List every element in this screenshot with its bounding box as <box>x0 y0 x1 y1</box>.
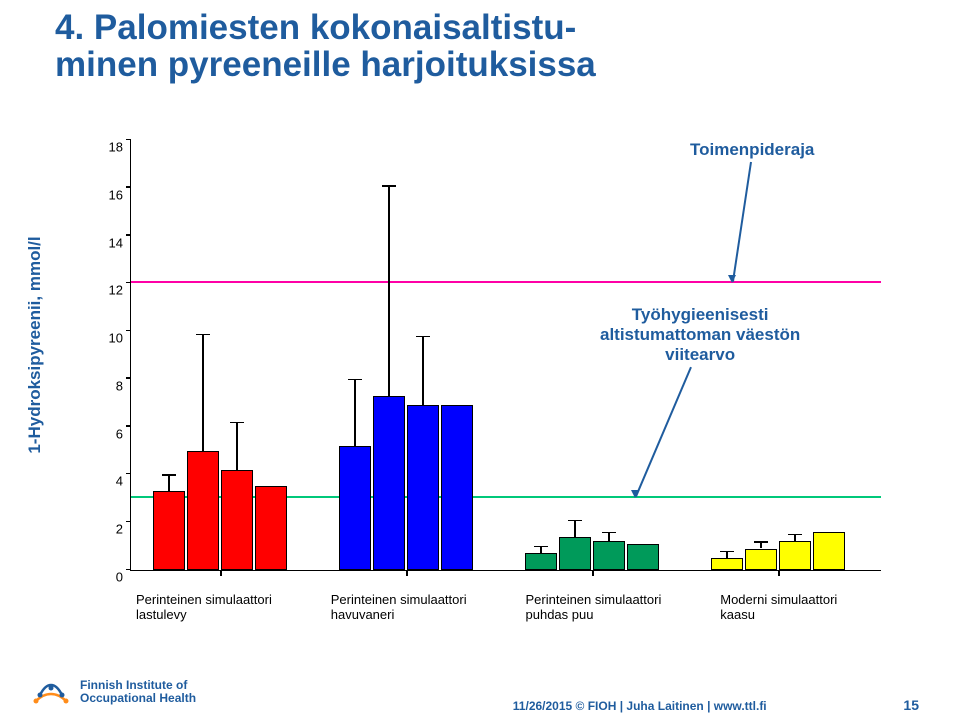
error-cap <box>382 185 396 186</box>
y-axis-label: 1-Hydroksipyreenii, mmol/l <box>25 130 45 560</box>
error-bar <box>608 532 609 542</box>
bar <box>153 491 185 570</box>
ytick-mark <box>126 377 131 379</box>
error-cap <box>196 334 210 335</box>
ytick-mark <box>126 569 131 571</box>
error-cap <box>162 474 176 475</box>
bar <box>187 451 219 570</box>
ytick-label: 12 <box>109 283 123 298</box>
category-2: Perinteinen simulaattori puhdas puu <box>520 592 715 622</box>
error-cap <box>754 541 768 542</box>
ytick-label: 0 <box>116 570 123 585</box>
bar <box>813 532 845 570</box>
ytick-mark <box>126 473 131 475</box>
ytick-label: 18 <box>109 140 123 155</box>
error-bar <box>168 474 169 491</box>
error-cap <box>534 546 548 547</box>
logo: Finnish Institute of Occupational Health <box>30 671 196 713</box>
ytick-label: 8 <box>116 378 123 393</box>
ytick-mark <box>126 186 131 188</box>
bar <box>779 541 811 570</box>
ytick-mark <box>126 521 131 523</box>
footer-center: 11/26/2015 © FIOH | Juha Laitinen | www.… <box>196 699 903 713</box>
chart: 1-Hydroksipyreenii, mmol/l 0246810121416… <box>60 130 900 600</box>
bar <box>627 544 659 570</box>
error-bar <box>202 334 203 451</box>
ytick-mark <box>126 425 131 427</box>
ytick-label: 2 <box>116 522 123 537</box>
ytick-mark <box>126 330 131 332</box>
ytick-label: 14 <box>109 235 123 250</box>
bar <box>745 549 777 571</box>
annotation-viitearvo: Työhygieenisesti altistumattoman väestön… <box>600 305 800 365</box>
ytick-mark <box>126 234 131 236</box>
ytick-label: 16 <box>109 187 123 202</box>
logo-text: Finnish Institute of Occupational Health <box>80 679 196 705</box>
bar <box>593 541 625 570</box>
category-0: Perinteinen simulaattori lastulevy <box>130 592 325 622</box>
group-tick <box>778 570 780 576</box>
ytick-label: 10 <box>109 331 123 346</box>
ytick-label: 6 <box>116 426 123 441</box>
category-labels: Perinteinen simulaattori lastulevy Perin… <box>130 592 909 622</box>
ytick-mark <box>126 139 131 141</box>
logo-icon <box>30 671 72 713</box>
bar <box>559 537 591 570</box>
group-tick <box>592 570 594 576</box>
slide-title: 4. Palomiesten kokonaisaltistu- minen py… <box>55 10 919 84</box>
category-1: Perinteinen simulaattori havuvaneri <box>325 592 520 622</box>
footer-page-number: 15 <box>903 697 919 713</box>
bar <box>711 558 743 570</box>
error-bar <box>354 379 355 446</box>
bar <box>255 486 287 570</box>
error-bar <box>422 336 423 405</box>
error-cap <box>720 551 734 552</box>
category-3: Moderni simulaattori kaasu <box>714 592 909 622</box>
reference-line <box>131 281 881 284</box>
error-cap <box>788 534 802 535</box>
group-tick <box>220 570 222 576</box>
error-cap <box>348 379 362 380</box>
bar <box>221 470 253 570</box>
error-cap <box>230 422 244 423</box>
error-bar <box>574 520 575 537</box>
error-bar <box>236 422 237 470</box>
ytick-label: 4 <box>116 474 123 489</box>
bar <box>407 405 439 570</box>
bar <box>441 405 473 570</box>
error-bar <box>388 185 389 395</box>
bar <box>525 553 557 570</box>
annotation-toimenpideraja: Toimenpideraja <box>690 140 814 160</box>
error-cap <box>602 532 616 533</box>
bar <box>339 446 371 570</box>
footer: Finnish Institute of Occupational Health… <box>0 671 959 713</box>
group-tick <box>406 570 408 576</box>
error-cap <box>416 336 430 337</box>
bar <box>373 396 405 570</box>
slide: 4. Palomiesten kokonaisaltistu- minen py… <box>0 0 959 725</box>
error-cap <box>568 520 582 521</box>
